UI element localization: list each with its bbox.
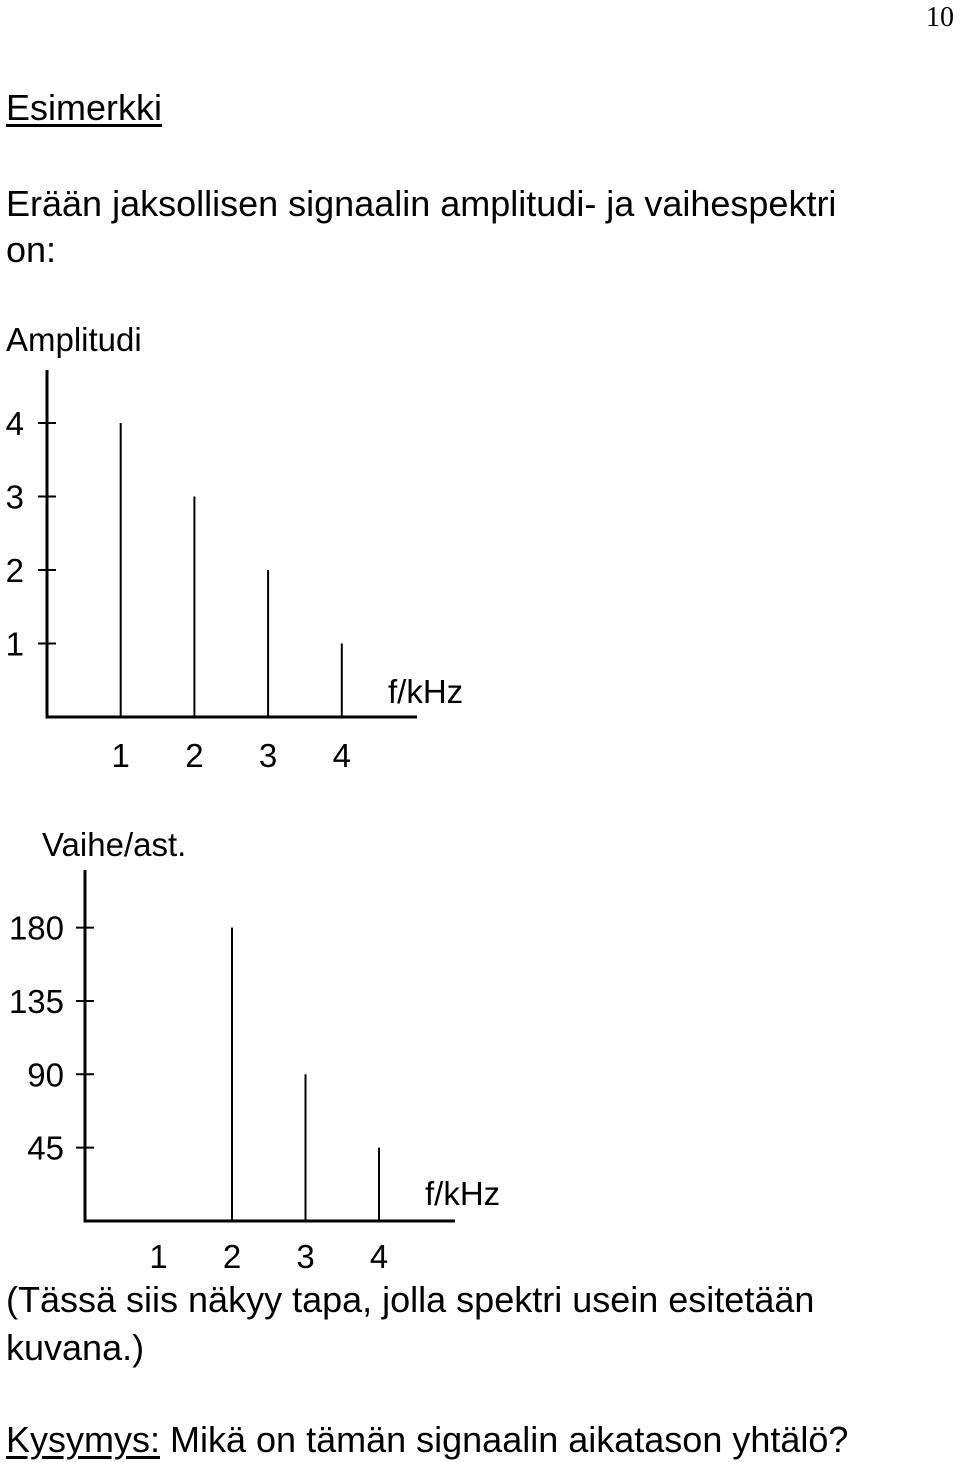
question: Kysymys: Mikä on tämän signaalin aikatas… xyxy=(6,1422,848,1458)
intro-line-1: Erään jaksollisen signaalin amplitudi- j… xyxy=(6,183,837,224)
amplitude-y-tick-label: 1 xyxy=(6,626,24,663)
phase-x-tick-label: 4 xyxy=(370,1238,388,1275)
phase-x-tick-label: 3 xyxy=(296,1238,314,1275)
amplitude-x-tick-label: 1 xyxy=(112,737,130,774)
phase-x-tick-label: 1 xyxy=(149,1238,167,1275)
amplitude-x-tick-label: 3 xyxy=(259,737,277,774)
caption-line-1: (Tässä siis näkyy tapa, jolla spektri us… xyxy=(6,1279,815,1320)
intro-line-2: on: xyxy=(6,229,57,270)
phase-y-tick-label: 45 xyxy=(27,1130,64,1167)
amplitude-axis-title: Amplitudi xyxy=(6,321,142,358)
phase-y-tick-label: 90 xyxy=(27,1056,64,1093)
amplitude-x-tick-label: 2 xyxy=(185,737,203,774)
phase-x-tick-label: 2 xyxy=(223,1238,241,1275)
phase-axis-title: Vaihe/ast. xyxy=(42,826,186,863)
phase-x-label: f/kHz xyxy=(425,1175,500,1212)
heading: Esimerkki xyxy=(6,87,163,128)
amplitude-y-tick-label: 2 xyxy=(6,552,24,589)
question-label: Kysymys: xyxy=(6,1419,161,1460)
amplitude-y-tick-label: 3 xyxy=(6,479,24,516)
amplitude-y-tick-label: 4 xyxy=(6,405,24,442)
amplitude-x-tick-label: 4 xyxy=(333,737,351,774)
caption-line-2: kuvana.) xyxy=(6,1327,145,1368)
phase-y-tick-label: 180 xyxy=(9,910,64,947)
phase-y-tick-label: 135 xyxy=(9,983,64,1020)
amplitude-x-label: f/kHz xyxy=(388,673,463,710)
page-number: 10 xyxy=(926,2,954,33)
question-text: Mikä on tämän signaalin aikatason yhtälö… xyxy=(160,1419,849,1460)
